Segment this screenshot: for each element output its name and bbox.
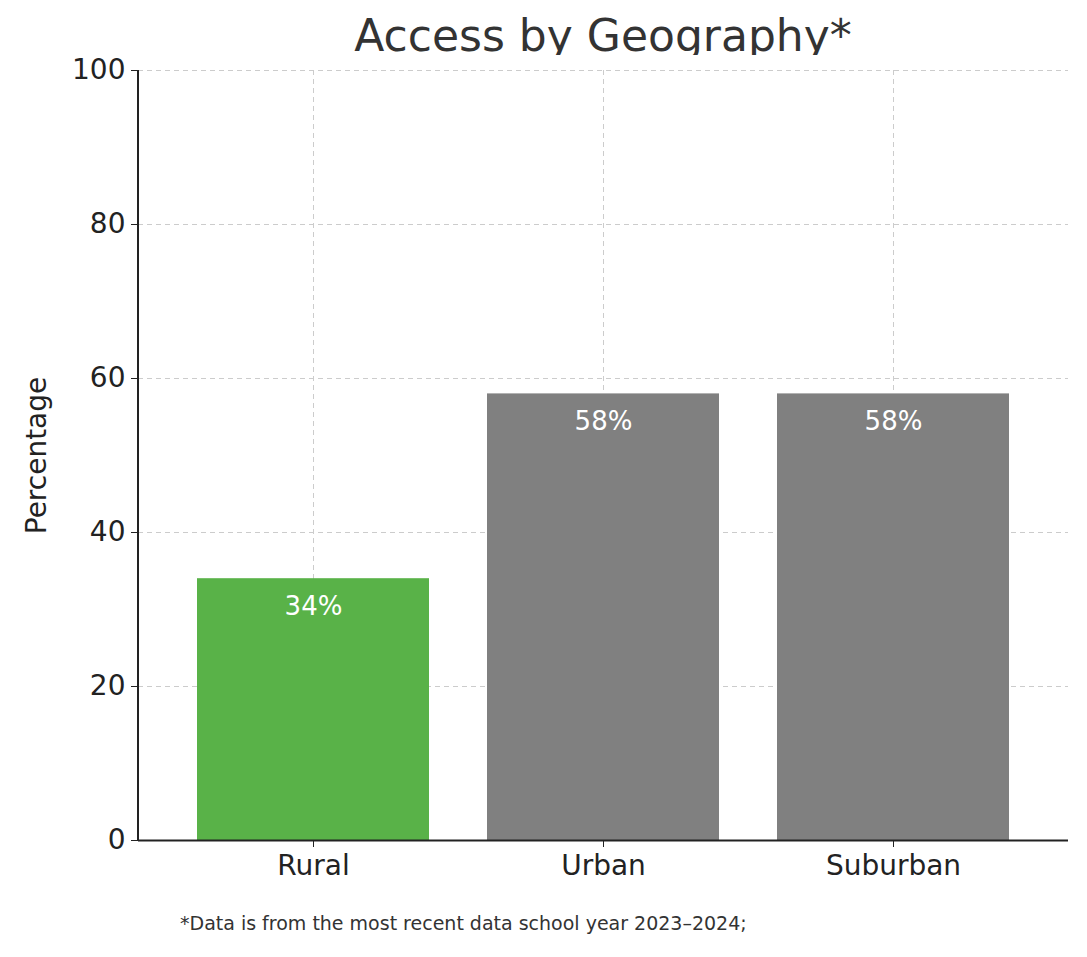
svg-text:100: 100 bbox=[72, 55, 125, 86]
svg-text:60: 60 bbox=[90, 361, 126, 394]
svg-text:Urban: Urban bbox=[561, 849, 646, 882]
html-text:Access by Geography*: Access by Geography* bbox=[354, 10, 852, 61]
svg-text:0: 0 bbox=[108, 823, 126, 856]
svg-text:Percentage: Percentage bbox=[20, 377, 53, 535]
svg-text:80: 80 bbox=[90, 207, 126, 240]
svg-text:34%: 34% bbox=[285, 591, 343, 621]
svg-text:Suburban: Suburban bbox=[826, 849, 961, 882]
html-text:*Data is from the most recent: *Data is from the most recent data schoo… bbox=[180, 912, 747, 934]
svg-text:20: 20 bbox=[90, 669, 126, 702]
svg-text:40: 40 bbox=[90, 515, 126, 548]
svg-text:58%: 58% bbox=[865, 406, 923, 436]
svg-text:Rural: Rural bbox=[277, 849, 349, 882]
svg-text:58%: 58% bbox=[575, 406, 633, 436]
